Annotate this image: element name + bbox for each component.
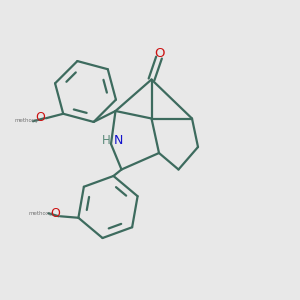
Text: O: O — [35, 111, 45, 124]
Text: N: N — [114, 134, 123, 148]
Text: O: O — [50, 207, 60, 220]
Text: methoxy: methoxy — [29, 211, 53, 216]
Text: H: H — [102, 134, 111, 148]
Text: O: O — [154, 47, 165, 60]
Text: methoxy: methoxy — [14, 118, 38, 123]
